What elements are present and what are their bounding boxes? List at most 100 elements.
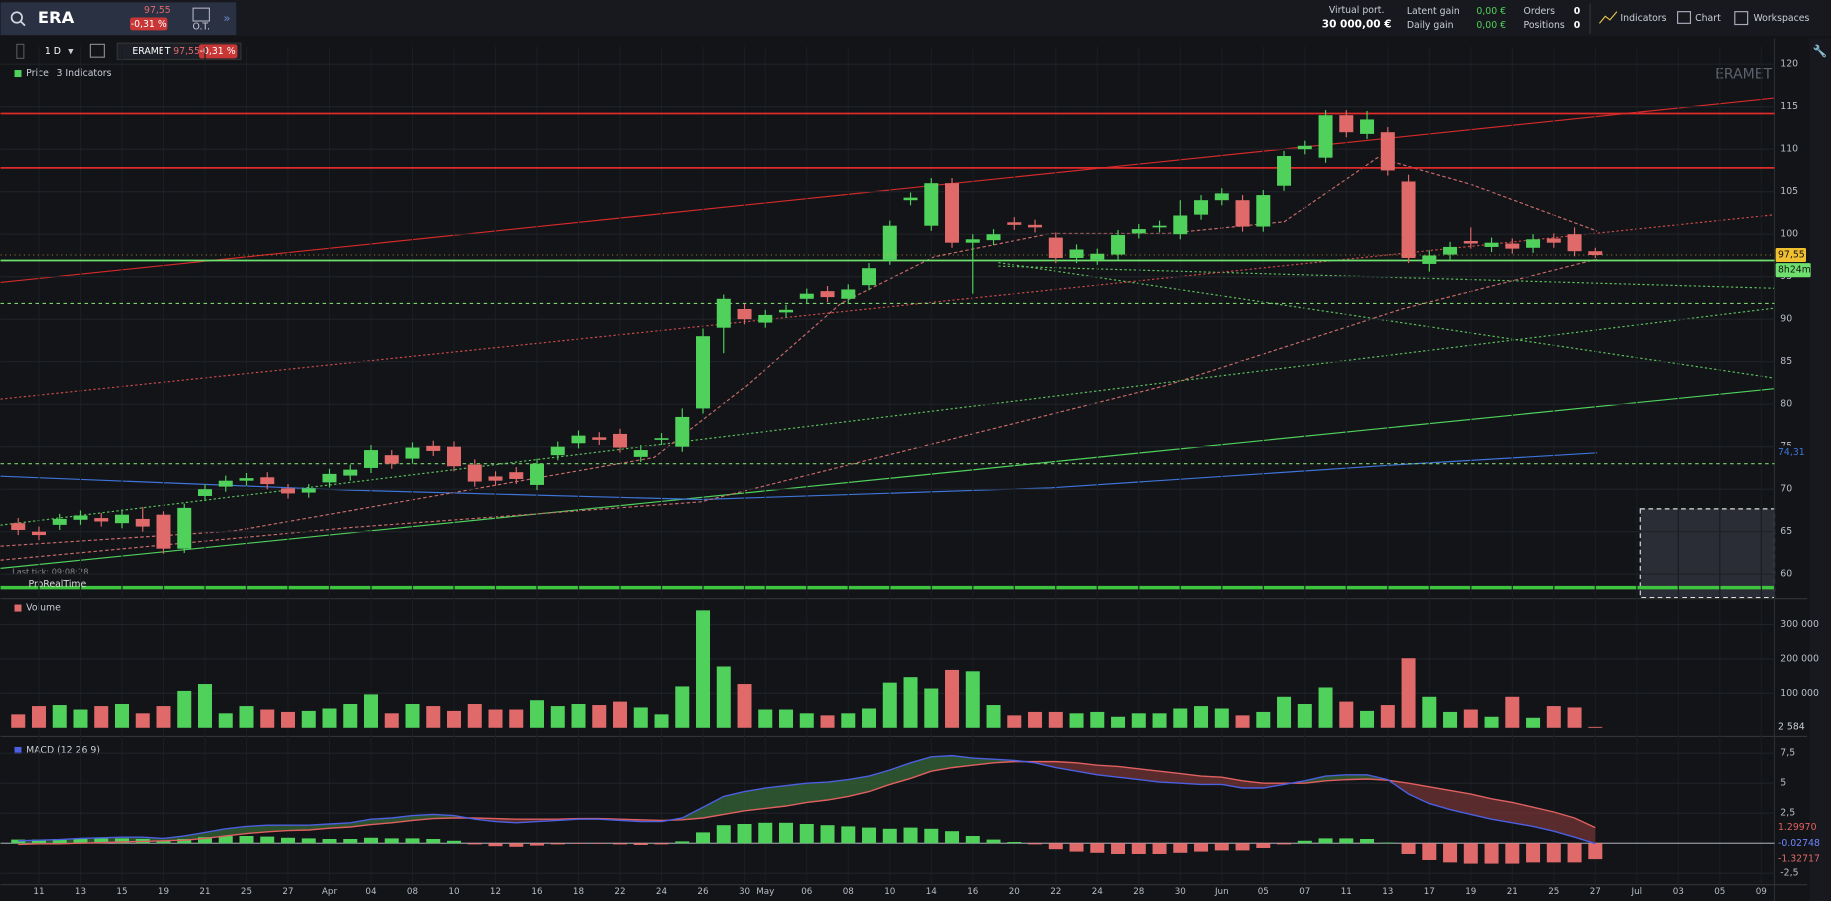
price-legend: Price — [26, 68, 49, 79]
histogram-bar — [1214, 843, 1229, 851]
x-tick-label: 08 — [843, 887, 854, 897]
y-tick-label: 90 — [1780, 314, 1792, 325]
volume-bar — [862, 708, 877, 728]
histogram-bar — [696, 832, 711, 844]
candle-body — [384, 455, 399, 464]
candle-body — [862, 268, 877, 286]
volume-bar — [882, 682, 897, 728]
x-tick-label: 22 — [614, 887, 625, 897]
price: 97,55 — [144, 5, 171, 16]
x-tick-label: 25 — [241, 887, 252, 897]
histogram-bar — [737, 823, 752, 844]
ot-icon[interactable] — [192, 7, 210, 22]
expand[interactable]: » — [223, 11, 230, 25]
x-tick-label: 24 — [656, 887, 668, 897]
candle-body — [841, 289, 856, 299]
volume-bar — [177, 690, 192, 728]
macd-fill — [267, 825, 288, 832]
histogram-bar — [571, 843, 586, 844]
x-tick-label: 08 — [407, 887, 418, 897]
indicators-legend[interactable]: 3 Indicators — [57, 68, 112, 79]
volume-bar — [1318, 687, 1333, 728]
macd-fill — [703, 796, 724, 818]
y-tick-label: 120 — [1780, 59, 1798, 70]
histogram-bar — [1131, 843, 1146, 854]
candle-body — [239, 478, 254, 481]
volume-bar — [114, 704, 129, 728]
candle-body — [94, 518, 109, 522]
x-tick-label: 13 — [1382, 887, 1393, 897]
right-toolbar — [1809, 38, 1831, 901]
histogram-bar — [260, 836, 275, 844]
volume-bar — [571, 704, 586, 728]
macd-fill — [1408, 783, 1430, 804]
price-legend-swatch — [14, 70, 22, 78]
histogram-bar — [986, 839, 1001, 844]
histogram-bar — [94, 838, 109, 844]
candle-body — [1463, 240, 1478, 244]
histogram-bar — [1339, 838, 1354, 844]
y-tick-label: 60 — [1780, 569, 1792, 580]
ot[interactable]: O.T. — [192, 21, 210, 32]
volume-bar — [1463, 709, 1478, 728]
candle-body — [426, 445, 441, 451]
volume-bar — [322, 708, 337, 728]
x-tick-label: 17 — [1424, 887, 1435, 897]
x-tick-label: 26 — [697, 887, 709, 897]
volume-bar — [903, 677, 918, 728]
histogram-bar — [1443, 843, 1458, 863]
candle-body — [1256, 195, 1271, 227]
x-tick-label: 10 — [884, 887, 895, 897]
histogram-bar — [426, 838, 441, 844]
candle-body — [1028, 224, 1043, 228]
volume-bar — [1173, 708, 1188, 728]
histogram-bar — [675, 841, 690, 844]
volume-bar — [1339, 701, 1354, 728]
candle-body — [1318, 115, 1333, 158]
volume-bar — [363, 694, 379, 728]
volume-bar — [301, 710, 316, 728]
histogram-bar — [1318, 838, 1333, 844]
interval[interactable]: 1 D — [45, 46, 61, 57]
y-tick-label: 200 000 — [1780, 653, 1819, 664]
histogram-bar — [716, 825, 731, 844]
candle-body — [322, 473, 337, 483]
volume-bar — [550, 706, 565, 728]
chart-type-icon[interactable] — [89, 43, 105, 58]
histogram-bar — [1048, 843, 1063, 850]
interval-caret[interactable]: ▼ — [68, 47, 74, 55]
candle-body — [1360, 119, 1375, 134]
macd-fill — [1470, 794, 1492, 820]
histogram-bar — [488, 843, 503, 847]
volume-last-tag-bg — [1775, 719, 1806, 734]
histogram-bar — [52, 838, 67, 844]
workspaces-button[interactable]: Workspaces — [1753, 13, 1809, 24]
top-bar — [0, 0, 1831, 37]
histogram-bar — [1173, 843, 1188, 853]
y-tick-label: -2,5 — [1780, 868, 1798, 879]
y-tick-label: 85 — [1780, 356, 1792, 367]
candle-body — [197, 489, 212, 496]
histogram-bar — [530, 843, 545, 846]
macd-fill — [1346, 774, 1368, 780]
settings-icon[interactable]: 🔧 — [1813, 44, 1828, 58]
brand-bar — [0, 585, 1775, 590]
histogram-bar — [1111, 843, 1126, 854]
volume-bar — [197, 684, 212, 728]
candle-body — [156, 514, 171, 549]
volume-bar — [1007, 715, 1022, 728]
indicators-button[interactable]: Indicators — [1620, 13, 1666, 24]
candle-body — [654, 438, 669, 440]
volume-bar — [280, 711, 296, 728]
x-tick-label: 27 — [282, 887, 293, 897]
volume-bar — [1194, 706, 1209, 728]
histogram-bar — [903, 827, 918, 844]
volume-bar — [384, 713, 399, 728]
histogram-bar — [550, 843, 565, 845]
x-tick-label: 07 — [1299, 887, 1310, 897]
macd-line — [18, 754, 1596, 845]
histogram-bar — [1526, 843, 1541, 863]
y-tick-label: 65 — [1780, 526, 1792, 537]
chart-button[interactable]: Chart — [1695, 13, 1721, 24]
